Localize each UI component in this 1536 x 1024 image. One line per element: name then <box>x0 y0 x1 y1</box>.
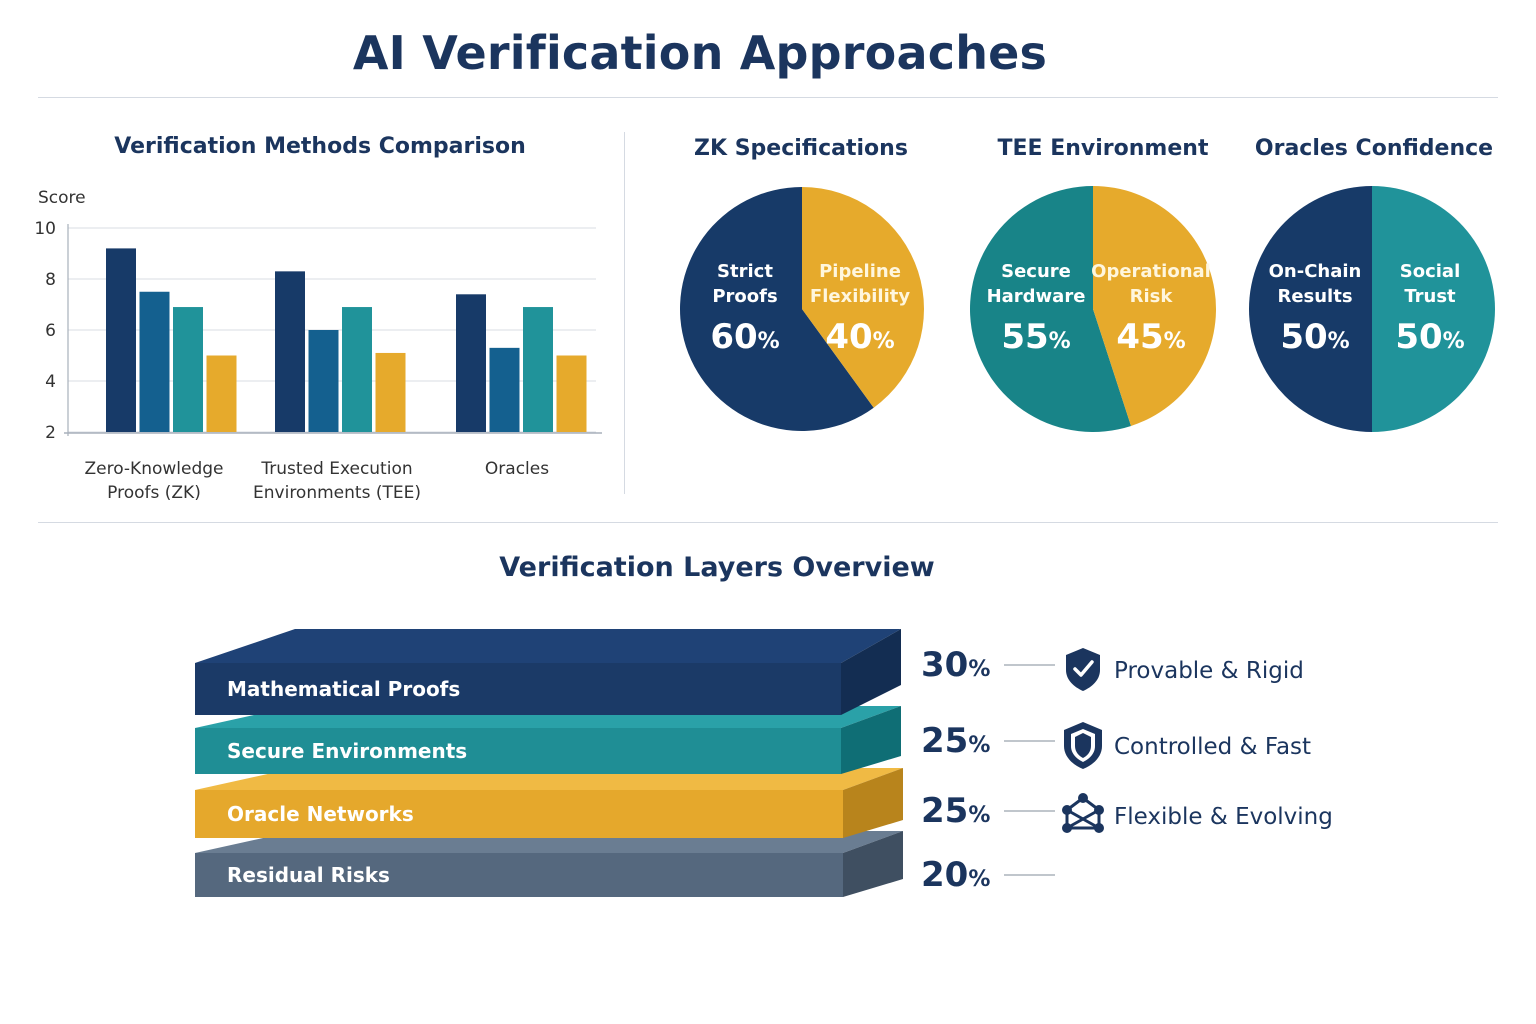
layer-label: Oracle Networks <box>227 802 414 826</box>
layer-value: 30% <box>921 645 990 685</box>
layer-value: 25% <box>921 721 990 761</box>
shield-check-icon <box>1066 648 1100 691</box>
layer-top <box>195 629 901 663</box>
layer-value: 25% <box>921 791 990 831</box>
layer-note: Controlled & Fast <box>1114 734 1311 760</box>
layer-note: Flexible & Evolving <box>1114 804 1333 830</box>
layer-label: Residual Risks <box>227 863 390 887</box>
layer-label: Secure Environments <box>227 739 467 763</box>
layer-value: 20% <box>921 855 990 895</box>
shield-icon <box>1064 722 1102 769</box>
network-icon <box>1062 793 1104 833</box>
layer-label: Mathematical Proofs <box>227 677 460 701</box>
layer-note: Provable & Rigid <box>1114 658 1304 684</box>
